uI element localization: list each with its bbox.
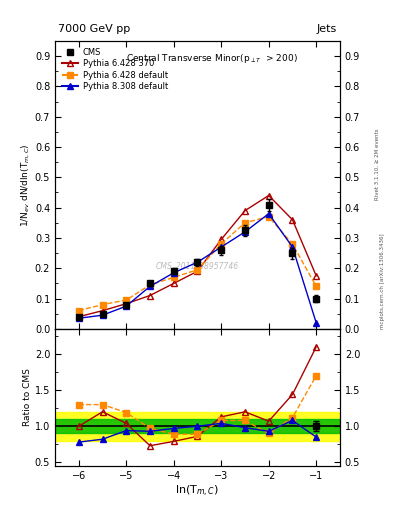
Text: Central Transverse Minor(p$_{\perp T}$  > 200): Central Transverse Minor(p$_{\perp T}$ >… [126, 52, 298, 66]
Y-axis label: 1/N$_{ev}$ dN/dln(T$_{m,C}$): 1/N$_{ev}$ dN/dln(T$_{m,C}$) [20, 143, 32, 227]
Text: 7000 GeV pp: 7000 GeV pp [58, 24, 130, 34]
X-axis label: ln(T$_{m,C}$): ln(T$_{m,C}$) [175, 483, 220, 499]
Legend: CMS, Pythia 6.428 370, Pythia 6.428 default, Pythia 8.308 default: CMS, Pythia 6.428 370, Pythia 6.428 defa… [59, 45, 170, 94]
Bar [55, 412, 340, 441]
Y-axis label: Ratio to CMS: Ratio to CMS [23, 369, 32, 426]
Text: Rivet 3.1.10, ≥ 2M events: Rivet 3.1.10, ≥ 2M events [375, 128, 380, 200]
Text: mcplots.cern.ch [arXiv:1306.3436]: mcplots.cern.ch [arXiv:1306.3436] [380, 234, 385, 329]
Bar [55, 419, 340, 434]
Text: Jets: Jets [317, 24, 337, 34]
Text: CMS_2011_S8957746: CMS_2011_S8957746 [156, 261, 239, 270]
